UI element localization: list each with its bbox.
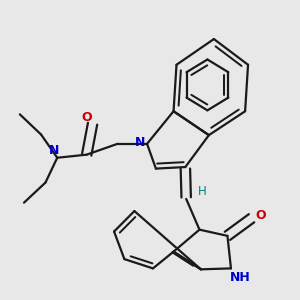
Text: N: N — [49, 143, 59, 157]
Text: N: N — [134, 136, 145, 149]
Text: O: O — [81, 111, 92, 124]
Text: NH: NH — [230, 271, 250, 284]
Text: H: H — [198, 185, 207, 198]
Text: O: O — [255, 208, 266, 222]
